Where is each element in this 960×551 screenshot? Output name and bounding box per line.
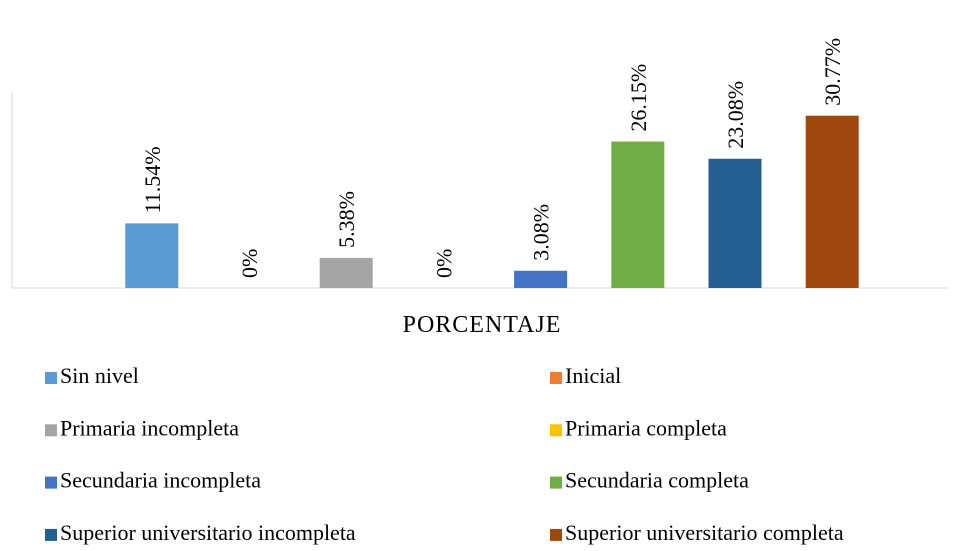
legend-label: Primaria completa xyxy=(565,415,727,440)
data-label: 5.38% xyxy=(334,191,359,248)
legend-swatch xyxy=(550,528,562,541)
x-tick-label: PORCENTAJE xyxy=(403,312,562,338)
legend-swatch xyxy=(45,424,57,437)
legend-label: Secundaria completa xyxy=(565,468,749,493)
legend-label: Secundaria incompleta xyxy=(60,468,261,493)
data-label: 23.08% xyxy=(723,81,748,149)
data-label: 0% xyxy=(431,249,456,278)
data-label: 30.77% xyxy=(820,38,845,106)
bar xyxy=(319,257,373,288)
legend-swatch xyxy=(45,528,57,541)
legend-swatch xyxy=(550,372,562,384)
data-label: 26.15% xyxy=(626,64,651,132)
bar xyxy=(708,158,762,288)
legend-label: Sin nivel xyxy=(60,363,139,388)
data-label: 0% xyxy=(237,249,262,278)
data-label: 3.08% xyxy=(529,204,554,261)
legend-label: Superior universitario incompleta xyxy=(60,520,356,545)
bar xyxy=(611,141,665,288)
legend-swatch xyxy=(550,476,562,489)
legend-swatch xyxy=(45,476,57,489)
legend-label: Superior universitario completa xyxy=(565,520,844,545)
data-label: 11.54% xyxy=(140,146,165,213)
legend-label: Primaria incompleta xyxy=(60,415,239,440)
legend-label: Inicial xyxy=(565,363,621,388)
bar xyxy=(805,115,859,288)
bar xyxy=(514,270,568,288)
bar xyxy=(125,223,179,288)
legend-swatch xyxy=(45,372,57,384)
legend-swatch xyxy=(550,424,562,437)
